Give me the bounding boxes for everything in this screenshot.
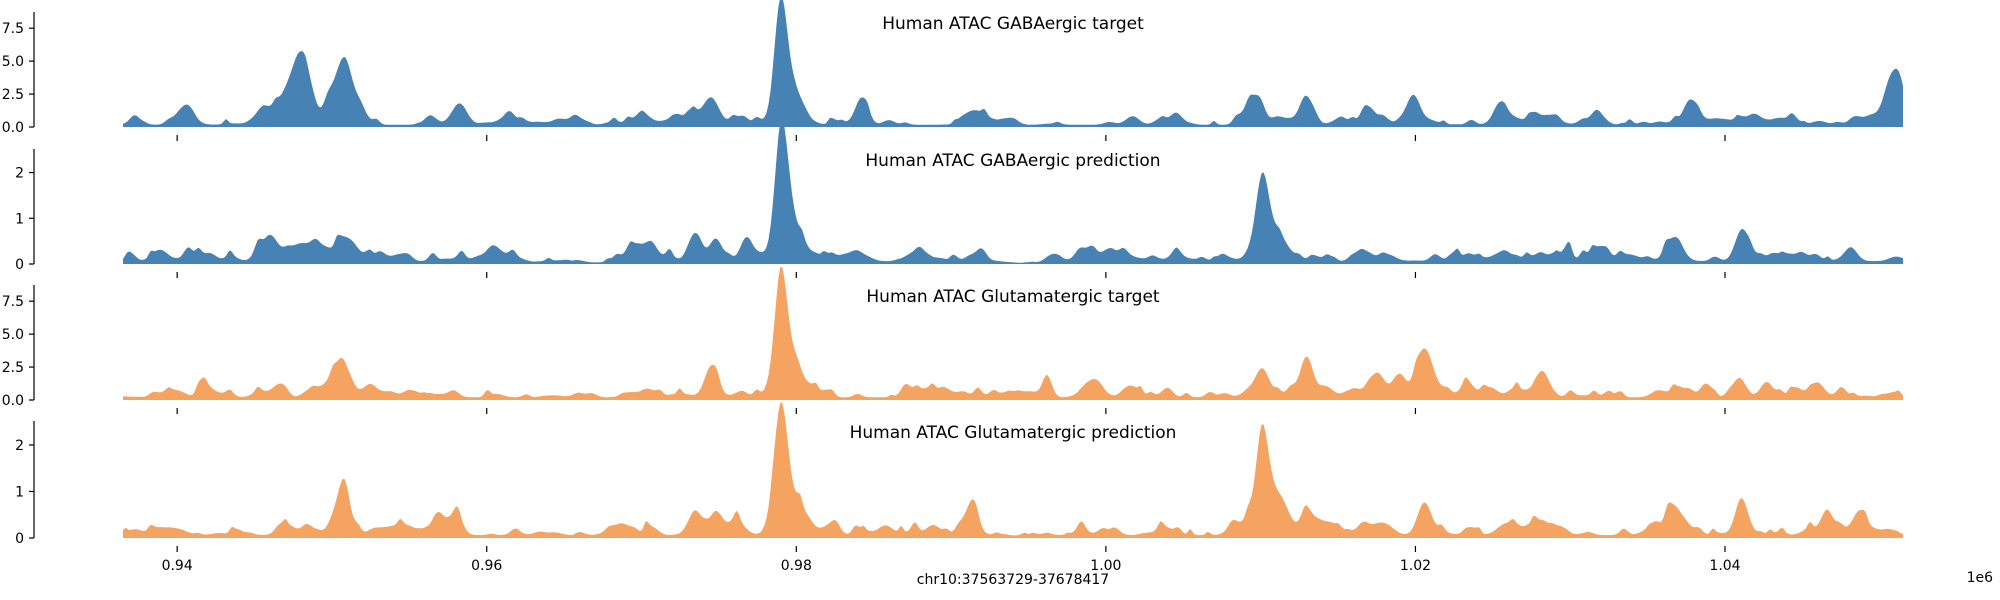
x-tick-label: 1.04 — [1709, 558, 1740, 574]
panel-3: 0.0 2.5 5.0 7.5 Human ATAC Glutamatergic tar… — [2, 266, 1903, 414]
x-offset-label: 1e6 — [1967, 570, 1994, 586]
x-tick-label: 0.98 — [781, 558, 812, 574]
y-tick-label: 0.0 — [2, 393, 24, 409]
y-tick-label: 7.5 — [2, 21, 24, 37]
y-tick-label: 0 — [15, 531, 24, 547]
panel-title: Human ATAC Glutamatergic prediction — [850, 423, 1177, 443]
series-area — [123, 117, 1903, 264]
y-tick-label: 5.0 — [2, 327, 24, 343]
y-tick-label: 2 — [15, 438, 24, 454]
y-tick-label: 1 — [15, 211, 24, 227]
panel-1: 0.0 2.5 5.0 7.5 Human ATAC GABAergic target — [2, 0, 1903, 141]
x-tick-label: 1.00 — [1090, 558, 1121, 574]
panel-4: 0 1 2 0.94 0.96 0.98 1.00 1.02 1.04 Human ATAC Gl… — [15, 402, 1903, 574]
y-tick-label: 2.5 — [2, 87, 24, 103]
y-tick-label: 0.0 — [2, 120, 24, 136]
x-axis-label: chr10:37563729-37678417 — [917, 572, 1109, 588]
series-area — [123, 0, 1903, 127]
y-tick-label: 2.5 — [2, 360, 24, 376]
panel-2: 0 1 2 Human ATAC GABAergic prediction — [15, 117, 1903, 278]
panel-title: Human ATAC Glutamatergic target — [866, 287, 1160, 307]
x-tick-label: 0.96 — [471, 558, 502, 574]
x-tick-label: 1.02 — [1400, 558, 1431, 574]
y-tick-label: 1 — [15, 484, 24, 500]
panel-title: Human ATAC GABAergic prediction — [865, 151, 1160, 171]
x-tick-label: 0.94 — [162, 558, 193, 574]
y-tick-label: 7.5 — [2, 294, 24, 310]
y-tick-label: 0 — [15, 257, 24, 273]
y-tick-label: 2 — [15, 166, 24, 182]
panel-title: Human ATAC GABAergic target — [882, 14, 1144, 34]
y-tick-label: 5.0 — [2, 54, 24, 70]
